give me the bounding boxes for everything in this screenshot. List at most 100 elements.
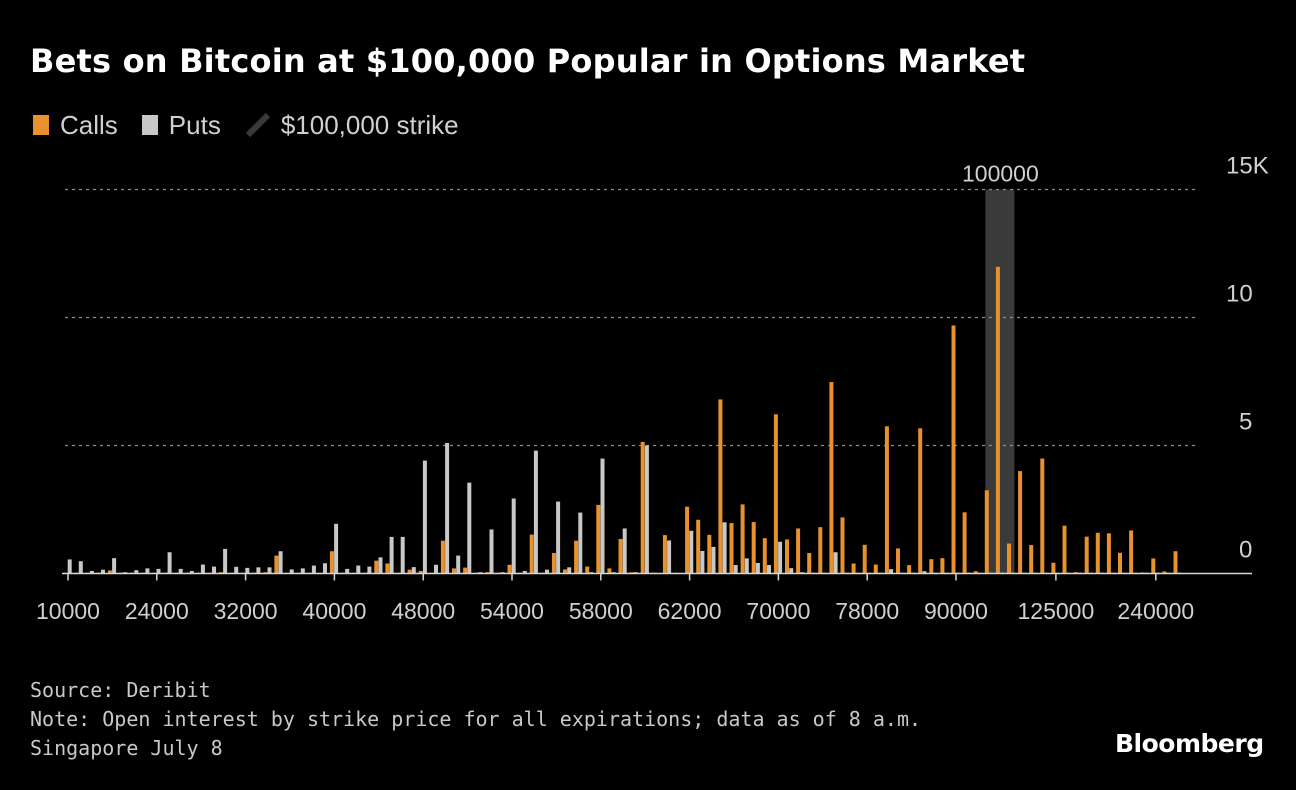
puts-bar (223, 548, 228, 574)
calls-bar (785, 539, 789, 574)
x-tick-label: 78000 (835, 598, 899, 624)
puts-bar (400, 536, 405, 574)
puts-bar (245, 567, 250, 574)
puts-bar (622, 528, 627, 574)
calls-bar (973, 571, 978, 574)
legend: Calls Puts $100,000 strike (33, 108, 483, 142)
legend-item-puts: Puts (141, 109, 221, 141)
puts-bar (644, 445, 649, 574)
puts-bar (278, 551, 283, 574)
puts-bar (167, 552, 172, 574)
legend-item-strike: $100,000 strike (245, 110, 459, 141)
puts-bar (567, 567, 572, 574)
puts-bar (112, 558, 117, 574)
puts-bar (101, 569, 105, 574)
puts-bar (755, 563, 760, 574)
calls-bar (618, 538, 623, 574)
calls-bar (1106, 533, 1111, 574)
puts-bar (67, 559, 72, 574)
puts-bar (711, 546, 716, 574)
puts-bar (200, 564, 205, 574)
x-tick-label: 32000 (214, 598, 278, 624)
legend-label: Puts (168, 109, 221, 140)
puts-bar (533, 450, 538, 574)
highlight-strike-label: 100000 (962, 161, 1039, 187)
puts-bar (445, 442, 450, 574)
puts-bar (234, 566, 239, 574)
calls-swatch-icon (33, 115, 49, 135)
calls-bar (918, 428, 923, 574)
x-tick-label: 54000 (480, 598, 544, 624)
calls-bar (962, 512, 967, 574)
chart-title: Bets on Bitcoin at $100,000 Popular in O… (30, 42, 1026, 80)
x-tick-label: 58000 (569, 598, 633, 624)
calls-bar (1118, 552, 1122, 574)
puts-bar (922, 571, 927, 574)
calls-bar (329, 551, 334, 574)
calls-bar (807, 553, 812, 574)
calls-bar (984, 490, 989, 574)
puts-bar (134, 570, 139, 574)
x-tick-label: 62000 (658, 598, 722, 624)
x-tick-label: 70000 (746, 598, 810, 624)
puts-bar (422, 460, 427, 574)
y-tick-label: 0 (1239, 537, 1252, 564)
puts-bar (689, 530, 694, 574)
source-text: Source: Deribit (30, 678, 211, 702)
calls-bar (418, 570, 423, 574)
calls-bar (440, 540, 445, 574)
puts-bar (323, 563, 327, 574)
calls-bar (840, 517, 845, 574)
calls-bar (1018, 471, 1023, 574)
calls-bar (751, 522, 756, 574)
calls-bar (995, 266, 1000, 574)
puts-bar (89, 570, 94, 574)
calls-bar (829, 382, 834, 574)
puts-bar (511, 498, 516, 574)
calls-bar (407, 569, 412, 574)
puts-bar (78, 561, 83, 574)
calls-bar (884, 426, 889, 574)
calls-bar (1162, 571, 1167, 574)
puts-bar (700, 550, 705, 574)
calls-bar (896, 548, 900, 574)
puts-bar (722, 522, 727, 574)
puts-bar (411, 567, 416, 574)
puts-bar (467, 482, 472, 574)
x-tick-label: 10000 (36, 598, 100, 624)
calls-bar (463, 567, 468, 574)
legend-label: $100,000 strike (280, 109, 459, 140)
calls-bar (1062, 525, 1067, 574)
note-text-cont: Singapore July 8 (30, 736, 223, 760)
puts-bar (178, 568, 183, 574)
calls-bar (740, 504, 745, 574)
puts-swatch-icon (141, 115, 158, 135)
calls-bar (507, 564, 512, 574)
calls-bar (907, 565, 912, 574)
puts-bar (522, 570, 527, 574)
calls-bar (107, 570, 112, 574)
calls-bar (385, 563, 390, 574)
puts-bar (889, 569, 894, 574)
y-tick-label: 15K (1226, 153, 1269, 180)
calls-bar (596, 504, 601, 574)
x-tick-label: 48000 (391, 598, 455, 624)
x-tick-label: 125000 (1018, 598, 1095, 624)
calls-bar (274, 555, 279, 574)
puts-bar (833, 552, 838, 574)
puts-bar (267, 567, 272, 574)
calls-bar (818, 527, 823, 574)
calls-bar (796, 528, 801, 574)
calls-bar (1007, 543, 1011, 574)
puts-bar (311, 565, 316, 574)
puts-bar (578, 512, 583, 574)
puts-bar (767, 565, 771, 574)
puts-bar (300, 568, 305, 574)
calls-bar (1051, 562, 1056, 574)
calls-bar (773, 414, 778, 574)
calls-bar (1084, 536, 1089, 574)
x-tick-label: 24000 (125, 598, 189, 624)
calls-bar (452, 568, 456, 574)
puts-bar (545, 569, 549, 574)
